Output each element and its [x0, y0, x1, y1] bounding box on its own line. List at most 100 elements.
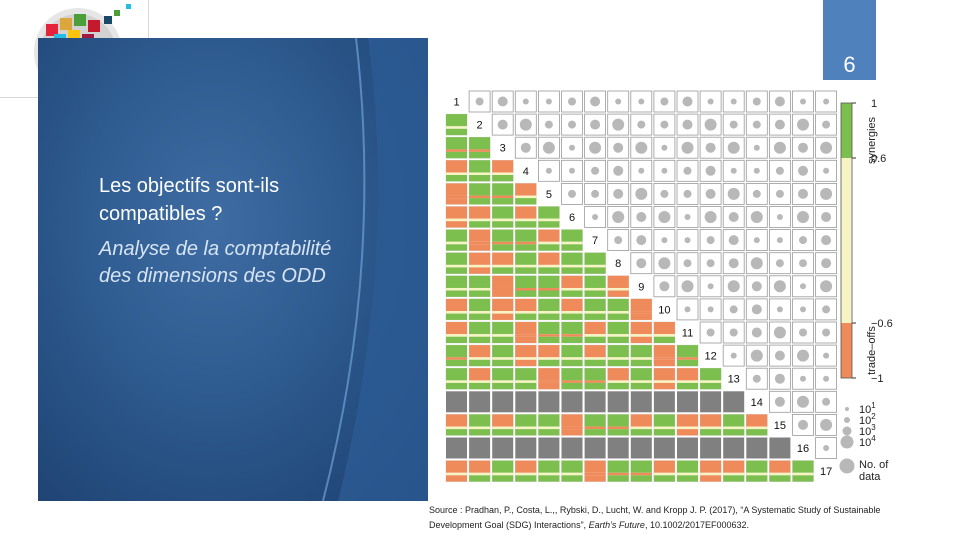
synergy-bar	[515, 183, 537, 196]
tradeoff-bar	[561, 290, 583, 297]
neutral-bar	[677, 357, 698, 360]
synergy-bar	[607, 275, 629, 288]
tradeoff-bar	[584, 359, 606, 367]
data-count-dot	[568, 120, 576, 129]
no-data-cell	[584, 391, 606, 413]
neutral-bar	[700, 380, 722, 383]
tradeoff-bar	[492, 267, 514, 274]
goal-label: 8	[615, 258, 621, 270]
synergy-bar	[469, 137, 491, 150]
sdg-interaction-figure: 1 2 3 4 5 6 7 8 9 10 11 12 13 14 15 16 17 1 0.6 −0.6 −1 syner…	[440, 88, 900, 493]
neutral-bar	[561, 311, 583, 314]
data-count-dot	[612, 211, 625, 223]
synergy-bar	[469, 206, 491, 219]
data-count-dot	[659, 281, 670, 292]
synergy-bar	[700, 460, 722, 473]
tradeoff-bar	[700, 429, 722, 436]
page-number: 6	[843, 52, 856, 77]
neutral-bar	[653, 426, 675, 430]
synergy-bar	[538, 322, 560, 335]
neutral-bar	[469, 195, 491, 199]
synergy-bar	[607, 298, 629, 312]
neutral-bar	[538, 218, 560, 222]
tradeoff-bar	[469, 290, 491, 297]
neutral-bar	[446, 264, 467, 268]
data-count-dot	[638, 98, 645, 105]
data-count-dot	[520, 142, 531, 153]
neutral-bar	[492, 195, 514, 199]
data-count-dot	[728, 258, 739, 269]
data-count-dot	[753, 167, 760, 174]
tradeoff-bar	[653, 382, 675, 390]
neutral-bar	[607, 426, 629, 430]
neutral-bar	[630, 334, 652, 337]
data-count-dot	[823, 167, 830, 174]
data-count-dot	[774, 396, 785, 407]
synergy-bar	[469, 298, 491, 312]
goal-label: 9	[638, 281, 644, 293]
synergy-bar	[630, 345, 652, 358]
neutral-bar	[515, 380, 537, 383]
tradeoff-bar	[469, 429, 491, 436]
data-count-dot	[683, 259, 692, 268]
neutral-bar	[469, 287, 491, 291]
neutral-bar	[723, 472, 745, 476]
source-journal: Earth’s Future	[588, 520, 645, 530]
neutral-bar	[561, 426, 583, 430]
data-count-dot	[684, 237, 691, 244]
neutral-bar	[469, 334, 491, 337]
data-count-dot	[727, 141, 740, 154]
data-count-dot	[773, 141, 786, 154]
data-count-dot	[800, 283, 806, 290]
tradeoff-bar	[700, 382, 722, 390]
tradeoff-bar	[446, 359, 467, 367]
data-count-dot	[800, 375, 806, 382]
no-data-cell	[769, 437, 791, 459]
neutral-bar	[515, 334, 537, 337]
data-count-dot	[705, 142, 716, 153]
goal-label: 7	[592, 235, 598, 247]
data-count-dot	[497, 119, 508, 130]
data-count-dot	[822, 328, 831, 337]
no-data-cell	[515, 437, 537, 459]
tradeoff-bar	[469, 336, 491, 343]
no-data-label-line2: data	[859, 471, 881, 483]
synergy-bar	[561, 460, 583, 473]
tradeoff-bar	[677, 475, 698, 482]
neutral-bar	[492, 172, 514, 175]
tradeoff-bar	[584, 313, 606, 320]
synergy-bar	[515, 460, 537, 473]
synergy-bar	[746, 460, 768, 473]
size-legend-exponent: 4	[871, 434, 876, 443]
colorbar-label-synergies: synergies	[866, 116, 878, 164]
synergy-bar	[446, 183, 467, 196]
data-count-dot	[774, 350, 785, 361]
synergy-bar	[653, 322, 675, 335]
data-count-dot	[727, 280, 740, 293]
data-count-dot	[569, 167, 575, 174]
synergy-bar	[515, 414, 537, 427]
data-count-dot	[751, 327, 762, 338]
data-count-dot	[519, 118, 532, 131]
neutral-bar	[653, 380, 675, 383]
neutral-bar	[630, 357, 652, 360]
neutral-bar	[492, 287, 514, 291]
synergy-bar	[446, 275, 467, 288]
neutral-bar	[515, 195, 537, 199]
neutral-bar	[584, 472, 606, 476]
data-count-dot	[773, 326, 786, 339]
tradeoff-bar	[515, 198, 537, 205]
data-count-dot	[545, 167, 552, 174]
neutral-bar	[584, 287, 606, 291]
synergy-bar	[653, 368, 675, 381]
data-count-dot	[820, 187, 833, 200]
tradeoff-bar	[538, 382, 560, 390]
source-doi: , 10.1002/2017EF000632.	[644, 520, 750, 530]
neutral-bar	[446, 149, 467, 152]
tradeoff-bar	[538, 313, 560, 320]
data-count-dot	[660, 97, 669, 106]
synergy-bar	[584, 460, 606, 473]
synergy-bar	[607, 414, 629, 427]
neutral-bar	[538, 334, 560, 337]
tradeoff-bar	[469, 175, 491, 182]
